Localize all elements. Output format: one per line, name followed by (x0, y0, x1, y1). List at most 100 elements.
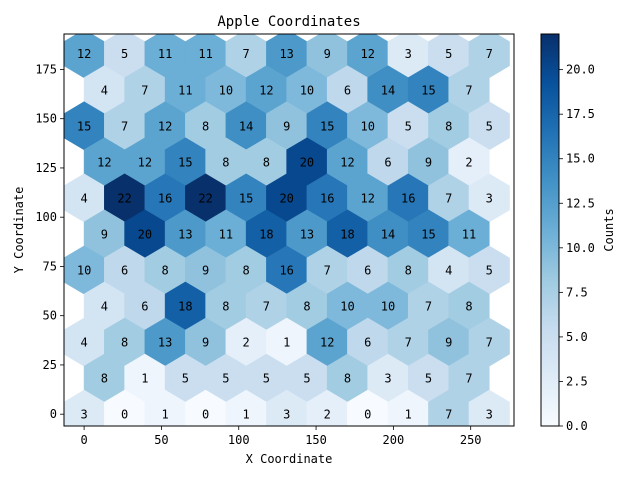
hex-count-label: 7 (405, 336, 412, 350)
hexbin-cells (64, 34, 510, 426)
hex-count-label: 7 (324, 263, 331, 277)
hex-count-label: 15 (239, 191, 253, 205)
hex-count-label: 11 (158, 47, 172, 61)
hex-count-label: 18 (259, 227, 273, 241)
hex-count-label: 7 (243, 47, 250, 61)
hex-count-label: 6 (141, 300, 148, 314)
hex-count-label: 22 (117, 191, 131, 205)
plot-frame (63, 33, 515, 427)
x-axis-ticks: 0 50 100 150 200 250 (80, 426, 482, 447)
hex-count-label: 5 (303, 372, 310, 386)
hex-count-label: 10 (340, 300, 354, 314)
hex-count-label: 7 (263, 300, 270, 314)
x-tick-label: 100 (228, 433, 250, 447)
hex-count-label: 9 (425, 155, 432, 169)
hex-count-label: 11 (462, 227, 476, 241)
hex-count-label: 12 (360, 191, 374, 205)
hex-count-label: 16 (401, 191, 415, 205)
hex-count-label: 8 (121, 336, 128, 350)
hex-count-label: 8 (202, 119, 209, 133)
hex-count-label: 3 (283, 408, 290, 422)
hex-count-label: 4 (80, 336, 87, 350)
colorbar-tick-label: 5.0 (566, 330, 588, 344)
hex-count-label: 3 (486, 191, 493, 205)
hex-count-label: 11 (178, 83, 192, 97)
hex-count-label: 20 (300, 155, 314, 169)
hex-count-label: 5 (222, 372, 229, 386)
hex-count-label: 7 (486, 336, 493, 350)
hex-count-label: 8 (465, 300, 472, 314)
y-tick-label: 0 (50, 407, 57, 421)
hex-count-label: 1 (283, 336, 290, 350)
y-axis-label: Y Coordinate (12, 187, 26, 274)
x-tick-label: 250 (460, 433, 482, 447)
hex-count-label: 14 (381, 227, 395, 241)
hex-count-label: 13 (279, 47, 293, 61)
hex-count-label: 8 (101, 372, 108, 386)
y-tick-label: 150 (35, 112, 57, 126)
hex-count-label: 7 (121, 119, 128, 133)
hex-count-label: 15 (77, 119, 91, 133)
hex-count-label: 22 (198, 191, 212, 205)
hex-count-label: 0 (364, 408, 371, 422)
hex-count-label: 7 (465, 83, 472, 97)
hex-count-label: 13 (158, 336, 172, 350)
colorbar-tick-label: 10.0 (566, 241, 595, 255)
colorbar-label: Counts (602, 208, 616, 251)
hex-count-label: 4 (445, 263, 452, 277)
colorbar-ticks: 0.0 2.5 5.0 7.5 10.0 12.5 15.0 17.5 20.0 (559, 63, 595, 433)
hex-count-label: 12 (97, 155, 111, 169)
hex-count-label: 5 (486, 263, 493, 277)
hex-count-label: 8 (303, 300, 310, 314)
hex-count-label: 18 (178, 300, 192, 314)
hex-count-label: 20 (138, 227, 152, 241)
hex-count-label: 6 (364, 263, 371, 277)
hex-count-label: 1 (243, 408, 250, 422)
hex-count-label: 14 (239, 119, 253, 133)
hex-count-label: 12 (320, 336, 334, 350)
y-tick-label: 175 (35, 62, 57, 76)
hex-count-label: 6 (344, 83, 351, 97)
y-tick-label: 100 (35, 210, 57, 224)
hex-count-label: 12 (138, 155, 152, 169)
hex-count-label: 11 (219, 227, 233, 241)
hex-count-label: 8 (222, 155, 229, 169)
hex-count-label: 0 (202, 408, 209, 422)
hexbin-count-labels: 12 5 11 11 7 13 9 12 3 5 74 7 11 10 12 10 6 14 15 715 7 12 8 14… (77, 47, 493, 421)
x-axis-label: X Coordinate (246, 452, 333, 466)
hex-count-label: 4 (101, 83, 108, 97)
hex-count-label: 16 (320, 191, 334, 205)
hex-count-label: 9 (202, 263, 209, 277)
hex-count-label: 5 (182, 372, 189, 386)
hex-count-label: 8 (405, 263, 412, 277)
hex-count-label: 11 (198, 47, 212, 61)
colorbar-tick-label: 20.0 (566, 63, 595, 77)
hex-count-label: 7 (486, 47, 493, 61)
hex-count-label: 5 (425, 372, 432, 386)
x-tick-label: 200 (383, 433, 405, 447)
hex-count-label: 7 (141, 83, 148, 97)
hex-count-label: 8 (344, 372, 351, 386)
hex-count-label: 1 (405, 408, 412, 422)
hex-count-label: 10 (381, 300, 395, 314)
hex-count-label: 8 (243, 263, 250, 277)
hex-count-label: 12 (259, 83, 273, 97)
hex-count-label: 15 (178, 155, 192, 169)
hex-count-label: 15 (421, 227, 435, 241)
y-tick-label: 50 (43, 309, 57, 323)
hex-count-label: 15 (421, 83, 435, 97)
x-tick-label: 150 (305, 433, 327, 447)
hex-count-label: 10 (77, 263, 91, 277)
y-axis-ticks: 0 25 50 75 100 125 150 175 (35, 62, 64, 421)
y-tick-label: 25 (43, 358, 57, 372)
x-tick-label: 50 (154, 433, 168, 447)
hex-count-label: 1 (141, 372, 148, 386)
colorbar-tick-label: 12.5 (566, 196, 595, 210)
colorbar (540, 33, 560, 427)
hex-count-label: 6 (384, 155, 391, 169)
hex-count-label: 9 (283, 119, 290, 133)
hex-count-label: 10 (219, 83, 233, 97)
hex-count-label: 12 (360, 47, 374, 61)
hex-count-label: 15 (320, 119, 334, 133)
